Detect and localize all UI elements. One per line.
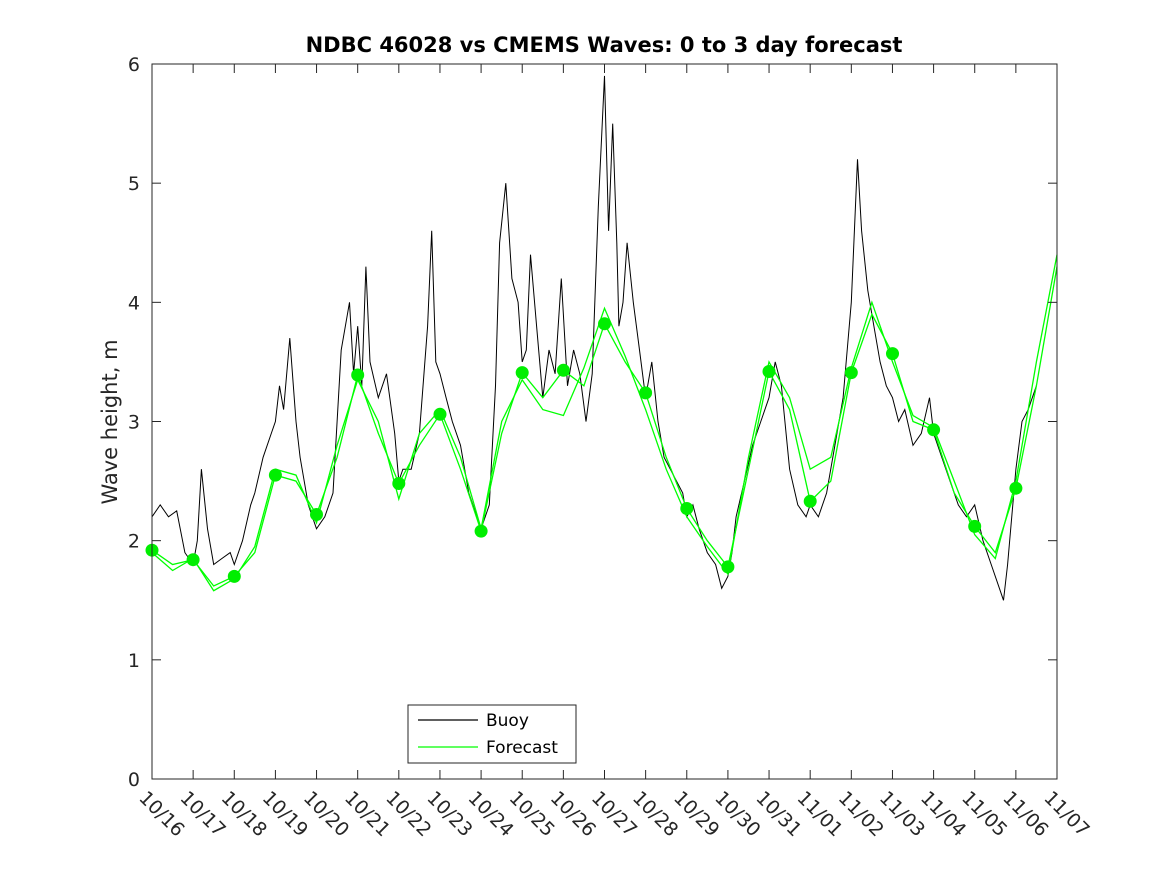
y-tick-label: 4 (128, 292, 140, 314)
forecast-marker (392, 477, 406, 490)
y-tick-label: 5 (128, 173, 140, 195)
plot-area (152, 64, 1057, 779)
y-tick-label: 6 (128, 54, 140, 76)
y-tick-label: 3 (128, 412, 140, 434)
forecast-marker (474, 524, 488, 538)
series-line-buoy (151, 75, 1037, 601)
forecast-marker (310, 508, 323, 521)
forecast-marker (351, 368, 365, 382)
forecast-marker (1009, 481, 1023, 495)
forecast-marker (886, 347, 899, 361)
forecast-marker (927, 423, 941, 437)
forecast-marker (803, 494, 817, 508)
legend-forecast-label: Forecast (486, 738, 558, 758)
legend: Buoy Forecast (407, 704, 577, 764)
forecast-marker (680, 502, 694, 515)
y-tick-label: 2 (128, 531, 140, 553)
forecast-marker (227, 569, 241, 583)
y-axis-label: Wave height, m (98, 339, 122, 504)
forecast-marker (515, 366, 529, 380)
forecast-marker (721, 560, 735, 574)
forecast-marker (968, 519, 982, 533)
y-tick-label: 0 (128, 769, 140, 791)
forecast-marker (639, 386, 653, 400)
forecast-marker (433, 407, 447, 421)
forecast-marker (598, 317, 611, 331)
legend-box (407, 704, 577, 764)
forecast-marker (556, 363, 570, 377)
marks-group (145, 75, 1058, 601)
forecast-marker (844, 366, 858, 380)
series-line-forecast-members (151, 254, 1058, 592)
chart-title: NDBC 46028 vs CMEMS Waves: 0 to 3 day fo… (306, 33, 903, 57)
legend-buoy-label: Buoy (486, 711, 529, 731)
forecast-marker (762, 365, 776, 378)
forecast-marker (268, 468, 282, 482)
y-tick-label: 1 (128, 650, 140, 672)
forecast-marker (186, 553, 200, 567)
